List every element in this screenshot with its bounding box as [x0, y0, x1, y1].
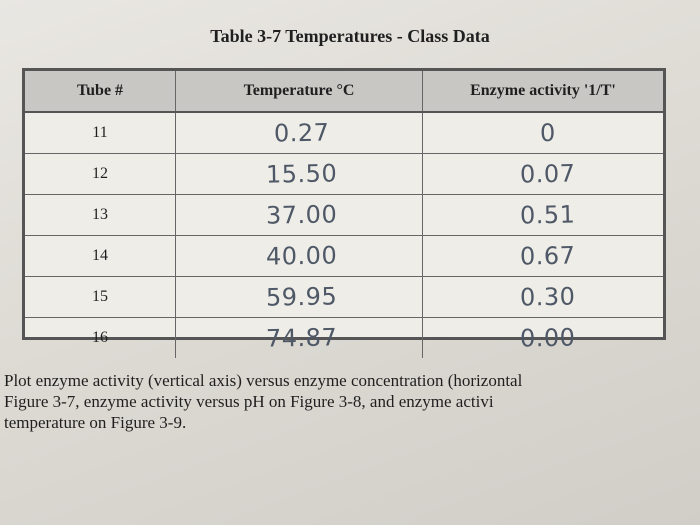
instructions-line: temperature on Figure 3-9. — [4, 413, 187, 432]
instructions-paragraph: Plot enzyme activity (vertical axis) ver… — [4, 370, 700, 433]
temperature-value: 37.00 — [266, 200, 338, 230]
temperature-cell: 74.87 — [175, 317, 423, 358]
tube-number: 11 — [25, 112, 176, 154]
header-enzyme-activity: Enzyme activity '1/T' — [422, 71, 663, 113]
class-data-table: Tube # Temperature °C Enzyme activity '1… — [22, 68, 666, 358]
activity-cell: 0.07 — [422, 153, 663, 195]
table-row: 13 37.00 0.51 — [25, 194, 663, 236]
table-row: 15 59.95 0.30 — [25, 276, 663, 318]
table-title: Table 3-7 Temperatures - Class Data — [210, 26, 490, 46]
activity-value: 0.51 — [520, 200, 576, 230]
activity-cell: 0.51 — [422, 194, 663, 236]
activity-value: 0.07 — [520, 159, 576, 189]
instructions-line: Figure 3-7, enzyme activity versus pH on… — [4, 392, 494, 411]
temperature-cell: 15.50 — [175, 153, 423, 195]
temperature-cell: 0.27 — [175, 112, 423, 154]
temperature-value: 59.95 — [266, 282, 338, 312]
header-temperature: Temperature °C — [175, 71, 423, 113]
activity-cell: 0.00 — [423, 318, 664, 359]
table-row: 12 15.50 0.07 — [25, 153, 663, 195]
table-row: 11 0.27 0 — [25, 112, 663, 154]
temperature-value: 15.50 — [266, 159, 338, 189]
table-row: 14 40.00 0.67 — [25, 235, 663, 277]
activity-value: 0 — [539, 118, 557, 148]
activity-value: 0.00 — [520, 323, 576, 353]
tube-number: 13 — [25, 194, 176, 236]
activity-value: 0.67 — [520, 241, 576, 271]
tube-number: 16 — [25, 317, 176, 358]
header-tube: Tube # — [25, 71, 176, 113]
tube-number: 15 — [25, 276, 176, 318]
tube-number: 12 — [25, 153, 176, 195]
temperature-cell: 40.00 — [175, 235, 423, 277]
table-row: 16 74.87 0.00 — [25, 317, 664, 359]
temperature-cell: 37.00 — [175, 194, 423, 236]
temperature-value: 0.27 — [274, 118, 330, 148]
activity-cell: 0 — [422, 112, 663, 154]
activity-value: 0.30 — [520, 282, 576, 312]
temperature-cell: 59.95 — [175, 276, 423, 318]
table-header-row: Tube # Temperature °C Enzyme activity '1… — [25, 71, 663, 113]
activity-cell: 0.30 — [422, 276, 663, 318]
tube-number: 14 — [25, 235, 176, 277]
temperature-value: 74.87 — [266, 323, 338, 353]
data-table: Tube # Temperature °C Enzyme activity '1… — [25, 71, 663, 358]
temperature-value: 40.00 — [266, 241, 338, 271]
instructions-line: Plot enzyme activity (vertical axis) ver… — [4, 371, 523, 390]
activity-cell: 0.67 — [422, 235, 663, 277]
